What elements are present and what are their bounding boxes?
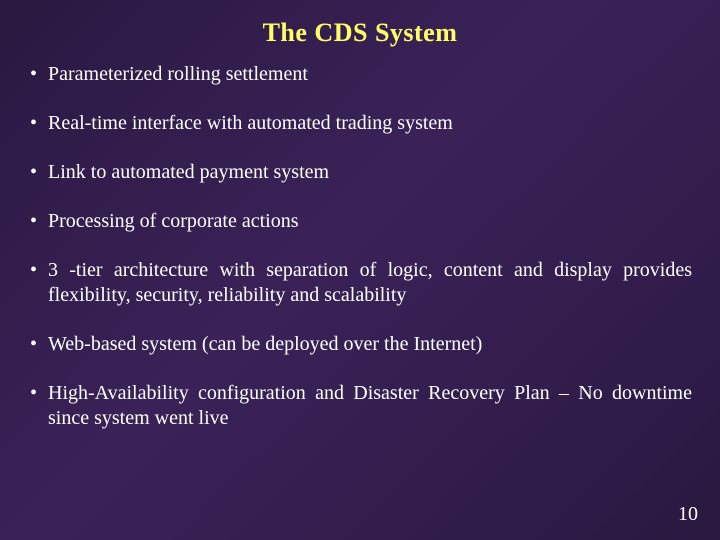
bullet-item: Web-based system (can be deployed over t… (28, 332, 692, 357)
bullet-item: Real-time interface with automated tradi… (28, 111, 692, 136)
bullet-item: Parameterized rolling settlement (28, 62, 692, 87)
bullet-item: Processing of corporate actions (28, 209, 692, 234)
page-number: 10 (678, 503, 698, 526)
bullet-item: 3 -tier architecture with separation of … (28, 258, 692, 308)
bullet-item: High-Availability configuration and Disa… (28, 381, 692, 431)
slide-title: The CDS System (28, 18, 692, 48)
bullet-item: Link to automated payment system (28, 160, 692, 185)
slide: The CDS System Parameterized rolling set… (0, 0, 720, 540)
bullet-list: Parameterized rolling settlement Real-ti… (28, 62, 692, 431)
